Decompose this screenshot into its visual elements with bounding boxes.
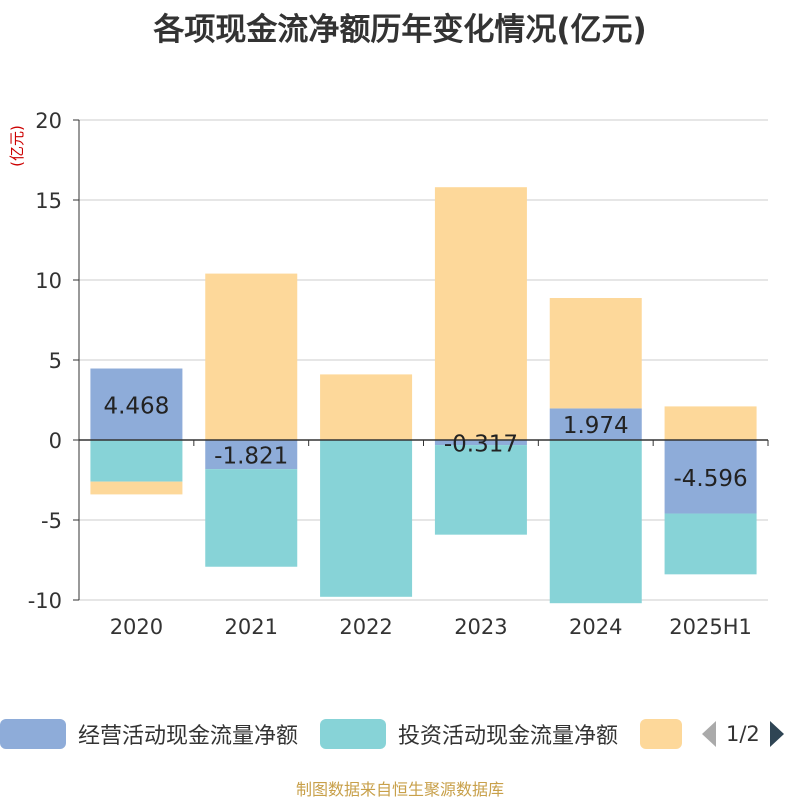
bar-2-2021: [205, 469, 298, 567]
data-label-2021: -1.821: [214, 444, 288, 470]
x-tick-label: 2021: [225, 615, 278, 639]
legend-label-operating: 经营活动现金流量净额: [78, 724, 299, 749]
legend-item-investing[interactable]: 投资活动现金流量净额: [320, 716, 618, 752]
x-tick-label: 2020: [110, 615, 163, 639]
bar-2-2023: [434, 445, 527, 535]
chart-title: 各项现金流净额历年变化情况(亿元): [153, 12, 647, 48]
bar-2-2024: [549, 440, 642, 604]
source-note: 制图数据来自恒生聚源数据库: [295, 780, 504, 799]
x-tick-label: 2024: [569, 615, 622, 639]
legend-swatch-investing: [320, 719, 386, 749]
bar-3-2025H1: [664, 406, 757, 440]
bar-3-2024: [549, 298, 642, 409]
y-tick-label: 5: [49, 349, 62, 373]
y-tick-label: -10: [28, 589, 62, 613]
y-tick-label: -5: [41, 509, 62, 533]
bar-2-2020: [90, 440, 183, 482]
legend-item-operating[interactable]: 经营活动现金流量净额: [0, 716, 298, 752]
pager-text: 1/2: [726, 722, 760, 746]
bar-1-2025H1: [664, 440, 757, 514]
x-tick-label: 2023: [454, 615, 507, 639]
bar-3-2020: [90, 481, 183, 495]
triangle-left-icon[interactable]: [700, 719, 718, 749]
y-tick-label: 20: [35, 109, 62, 133]
legend-swatch-third: [640, 719, 682, 749]
bar-2-2022: [320, 440, 413, 597]
x-tick-label: 2025H1: [669, 615, 752, 639]
data-label-2023: -0.317: [444, 432, 518, 458]
bar-3-2022: [320, 374, 413, 440]
data-labels: 4.468 -1.821 -0.317 1.974 -4.596: [103, 393, 747, 492]
data-label-2025H1: -4.596: [674, 466, 748, 492]
bar-1-2020: [90, 368, 183, 440]
bar-3-2023: [434, 187, 527, 440]
grid-lines: [79, 119, 768, 601]
x-tick-label: 2022: [339, 615, 392, 639]
y-tick-label: 0: [49, 429, 62, 453]
bar-3-2021: [205, 273, 298, 440]
data-label-2020: 4.468: [103, 393, 169, 419]
bar-1-2024: [549, 408, 642, 440]
triangle-right-icon[interactable]: [768, 719, 786, 749]
bar-1-2023: [434, 440, 527, 446]
y-tick-label: 10: [35, 269, 62, 293]
legend-item-third[interactable]: [640, 716, 682, 752]
legend-label-investing: 投资活动现金流量净额: [398, 724, 619, 749]
bar-2-2025H1: [664, 513, 757, 575]
bar-1-2021: [205, 440, 298, 470]
y-axis-unit-label: (亿元): [8, 125, 26, 167]
y-tick-label: 15: [35, 189, 62, 213]
legend-swatch-operating: [0, 719, 66, 749]
bars: [90, 187, 757, 604]
data-label-2024: 1.974: [563, 413, 629, 439]
legend-pager: 1/2: [700, 716, 786, 752]
